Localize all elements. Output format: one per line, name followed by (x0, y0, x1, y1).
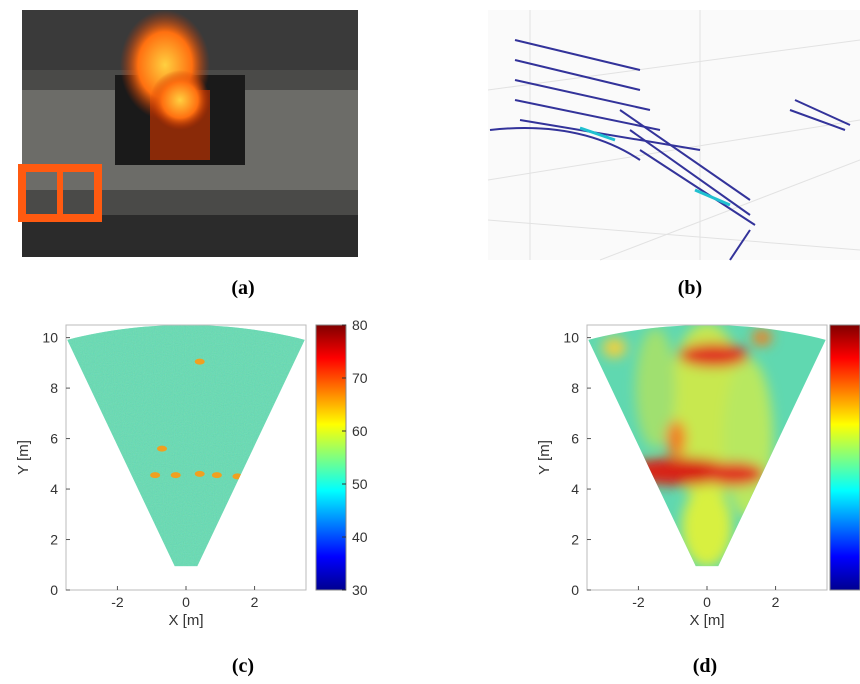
colorbar-tick-label: 70 (352, 370, 368, 386)
hotspot (211, 472, 222, 479)
colorbar-tick-label: 50 (352, 476, 368, 492)
panel-label: (d) (693, 655, 717, 677)
y-tick-label: 0 (50, 582, 58, 598)
hotspot (194, 358, 205, 365)
x-tick-label: 2 (772, 594, 780, 610)
blob (602, 337, 627, 358)
y-tick-label: 2 (571, 532, 579, 548)
x-tick-label: -2 (111, 594, 124, 610)
panel-label: (a) (231, 277, 254, 299)
y-tick-label: 8 (50, 380, 58, 396)
heatmap (67, 325, 305, 567)
y-tick-label: 6 (50, 431, 58, 447)
point-cloud (487, 10, 860, 261)
panel-label: (c) (232, 655, 254, 677)
blob (704, 461, 765, 486)
hotspot (170, 472, 181, 479)
y-tick-label: 10 (563, 330, 579, 346)
blob (666, 420, 687, 457)
x-tick-label: 2 (251, 594, 259, 610)
hotspot (194, 470, 205, 477)
blob (678, 343, 749, 368)
colorbar-tick-label: 60 (352, 423, 368, 439)
heatmap-noise (67, 325, 305, 567)
y-tick-label: 4 (571, 481, 579, 497)
blob (723, 358, 774, 519)
panel-label: (b) (678, 277, 702, 299)
y-axis-label: Y [m] (15, 440, 32, 475)
y-tick-label: 6 (571, 431, 579, 447)
y-tick-label: 8 (571, 380, 579, 396)
blob (751, 329, 772, 346)
x-tick-label: 0 (182, 594, 190, 610)
x-axis-label: X [m] (689, 612, 724, 629)
photo-fire (18, 10, 358, 257)
colorbar-tick-label: 30 (352, 582, 368, 598)
y-tick-label: 0 (571, 582, 579, 598)
blob (682, 486, 732, 567)
hotspot (157, 445, 167, 452)
x-tick-label: -2 (632, 594, 645, 610)
colorbar-tick-label: 80 (352, 317, 368, 333)
x-tick-label: 0 (703, 594, 711, 610)
blob (635, 328, 676, 449)
hotspot (232, 473, 243, 480)
y-tick-label: 4 (50, 481, 58, 497)
x-axis-label: X [m] (168, 612, 203, 629)
colorbar-tick-label: 40 (352, 529, 368, 545)
heatmap (588, 325, 826, 567)
y-tick-label: 10 (42, 330, 58, 346)
hotspot (150, 472, 161, 479)
y-tick-label: 2 (50, 532, 58, 548)
y-axis-label: Y [m] (536, 440, 553, 475)
colorbar (829, 324, 860, 591)
colorbar (315, 324, 347, 591)
